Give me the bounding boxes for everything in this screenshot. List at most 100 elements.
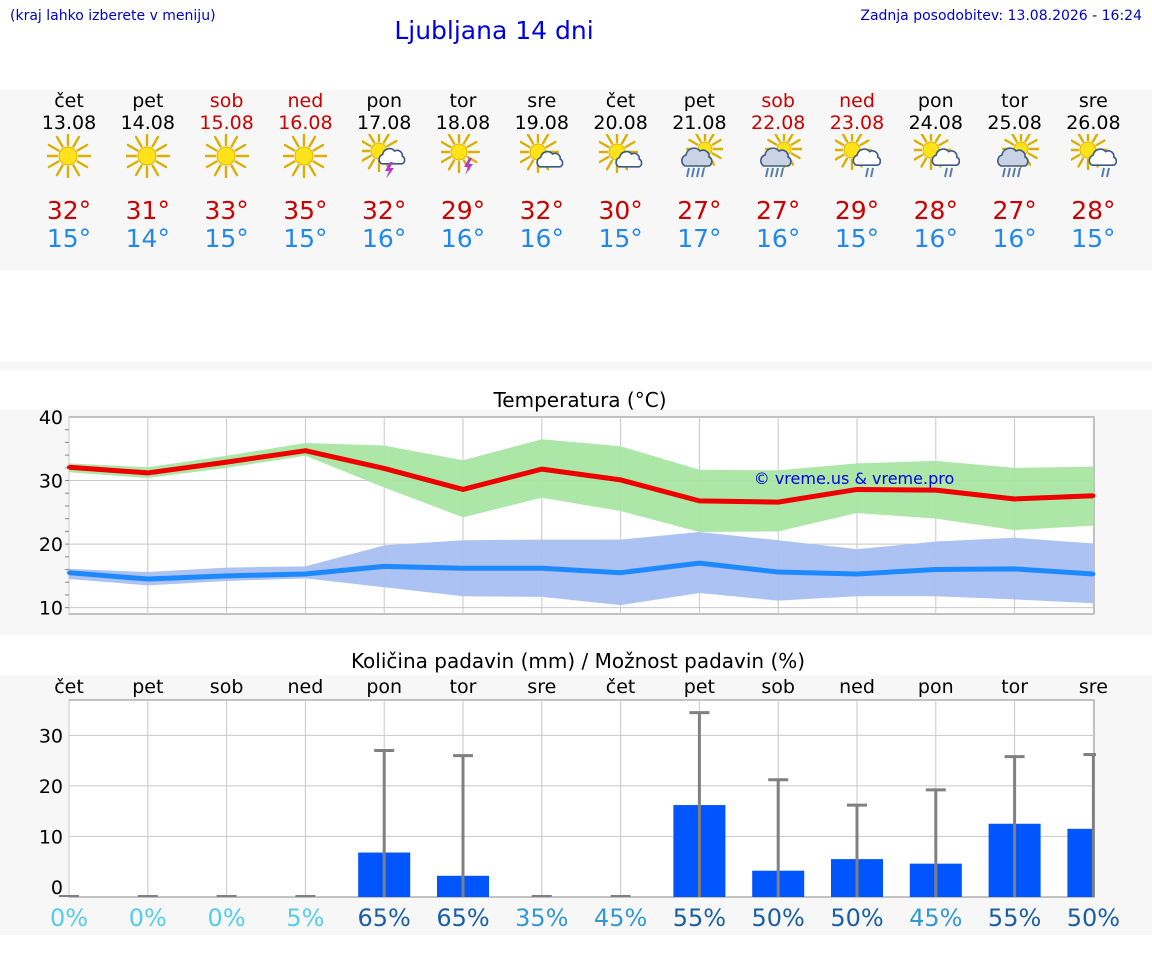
min-temperature: 17°: [677, 224, 722, 253]
day-name: sob: [209, 90, 244, 112]
day-name: čet: [605, 90, 636, 112]
day-name: čet: [54, 90, 84, 112]
max-temperature: 33°: [204, 196, 249, 225]
max-temperature: 29°: [834, 196, 880, 225]
day-name: tor: [449, 90, 477, 112]
x-category-label: pet: [132, 676, 163, 698]
watermark: © vreme.us & vreme.pro: [754, 469, 955, 488]
precipitation-bar: [1067, 828, 1094, 897]
min-temperature-point: [855, 571, 859, 576]
day-name: ned: [839, 90, 875, 112]
y-tick-label: 20: [39, 776, 63, 798]
precipitation-probability: 50%: [752, 904, 805, 932]
y-tick-label: 10: [39, 598, 63, 620]
precipitation-probability: 50%: [1067, 904, 1120, 932]
x-category-label: pon: [918, 676, 954, 698]
last-update: Zadnja posodobitev: 13.08.2026 - 16:24: [860, 8, 1142, 24]
precipitation-probability: 45%: [594, 904, 647, 932]
max-temperature-point: [461, 487, 465, 492]
min-temperature-point: [67, 570, 71, 575]
temperature-chart: Temperatura (°C) 10 20 30 40 © vreme.us & vre…: [0, 388, 1152, 635]
max-temperature: 31°: [125, 196, 170, 225]
day-date: 26.08: [1066, 112, 1121, 134]
day-date: 22.08: [750, 112, 806, 134]
min-temperature: 16°: [440, 224, 486, 253]
sun-cloud-light-rain-icon: [913, 134, 960, 178]
max-temperature-band: [69, 439, 1094, 533]
day-date: 20.08: [593, 112, 648, 134]
location-note: (kraj lahko izberete v meniju): [10, 8, 216, 24]
x-category-label: tor: [1001, 676, 1028, 698]
sunny-icon: [47, 134, 92, 178]
y-tick-label: 30: [39, 725, 63, 747]
day-name: pon: [917, 90, 954, 112]
min-temperature-line: [68, 560, 1094, 582]
daily-forecast-band: čet 13.08 32° 15° pet 14.08 31° 14° sob 15.08 33° 1…: [0, 90, 1152, 270]
max-temperature-point: [697, 498, 702, 503]
day-date: 21.08: [672, 112, 727, 134]
day-date: 24.08: [908, 112, 963, 134]
min-temperature-point: [933, 567, 938, 572]
chart-title: Temperatura (°C): [492, 388, 666, 412]
sun-cloud-light-rain-icon: [1071, 134, 1118, 178]
min-temperature-point: [697, 561, 702, 566]
min-temperature: 16°: [362, 224, 407, 253]
day-name: pet: [132, 90, 164, 112]
x-category-label: čet: [54, 676, 84, 698]
sun-cloud-rain-icon: [996, 134, 1039, 178]
day-date: 25.08: [987, 112, 1042, 134]
min-temperature: 15°: [204, 224, 249, 253]
x-category-label: sob: [210, 676, 244, 698]
min-temperature: 15°: [834, 224, 880, 253]
x-category-label: pet: [684, 676, 715, 698]
day-date: 23.08: [829, 112, 885, 134]
sun-small-cloud-icon: [519, 134, 564, 174]
day-date: 18.08: [435, 112, 491, 134]
sun-cloud-thunder-icon: [362, 134, 406, 178]
day-name: tor: [1001, 90, 1029, 112]
day-date: 16.08: [278, 112, 333, 134]
max-temperature: 28°: [1071, 196, 1116, 225]
min-temperature-point: [461, 566, 465, 571]
sunny-icon: [204, 134, 249, 178]
precipitation-probability: 0%: [50, 904, 88, 932]
max-temperature-point: [145, 470, 150, 475]
max-temperature-point: [303, 448, 308, 453]
precipitation-probability: 5%: [286, 904, 324, 932]
precipitation-probability: 45%: [909, 904, 962, 932]
max-temperature-point: [618, 477, 623, 482]
min-temperature: 15°: [283, 224, 328, 253]
precipitation-probability: 55%: [673, 904, 726, 932]
min-temperature: 15°: [46, 224, 92, 253]
x-category-label: sre: [527, 676, 556, 698]
precipitation-probability: 35%: [515, 904, 568, 932]
max-temperature: 27°: [677, 196, 722, 225]
precipitation-probability: 0%: [129, 904, 167, 932]
max-temperature-point: [776, 500, 781, 505]
chart-title: Količina padavin (mm) / Možnost padavin …: [351, 649, 805, 673]
precipitation-probability: 55%: [988, 904, 1041, 932]
y-tick-label: 10: [39, 826, 63, 848]
min-temperature: 16°: [519, 224, 564, 253]
max-temperature-point: [855, 487, 859, 492]
min-temperature-point: [303, 571, 308, 576]
x-category-label: pon: [366, 676, 402, 698]
x-category-label: tor: [450, 676, 477, 698]
sunny-icon: [283, 134, 328, 178]
x-category-label: ned: [839, 676, 875, 698]
sun-small-cloud-icon: [598, 134, 642, 174]
day-name: pet: [683, 90, 715, 112]
min-temperature: 16°: [756, 224, 801, 253]
min-temperature-point: [1012, 566, 1017, 571]
min-temperature: 16°: [913, 224, 958, 253]
day-name: sre: [527, 90, 557, 112]
y-tick-label: 20: [39, 534, 63, 556]
page-title: Ljubljana 14 dni: [394, 16, 594, 45]
max-temperature-point: [933, 488, 938, 493]
x-category-label: ned: [288, 676, 324, 698]
precipitation-probability: 50%: [830, 904, 883, 932]
day-name: sre: [1078, 90, 1108, 112]
sun-thunder-icon: [441, 134, 481, 175]
x-category-label: sre: [1079, 676, 1108, 698]
max-temperature: 27°: [992, 196, 1037, 225]
